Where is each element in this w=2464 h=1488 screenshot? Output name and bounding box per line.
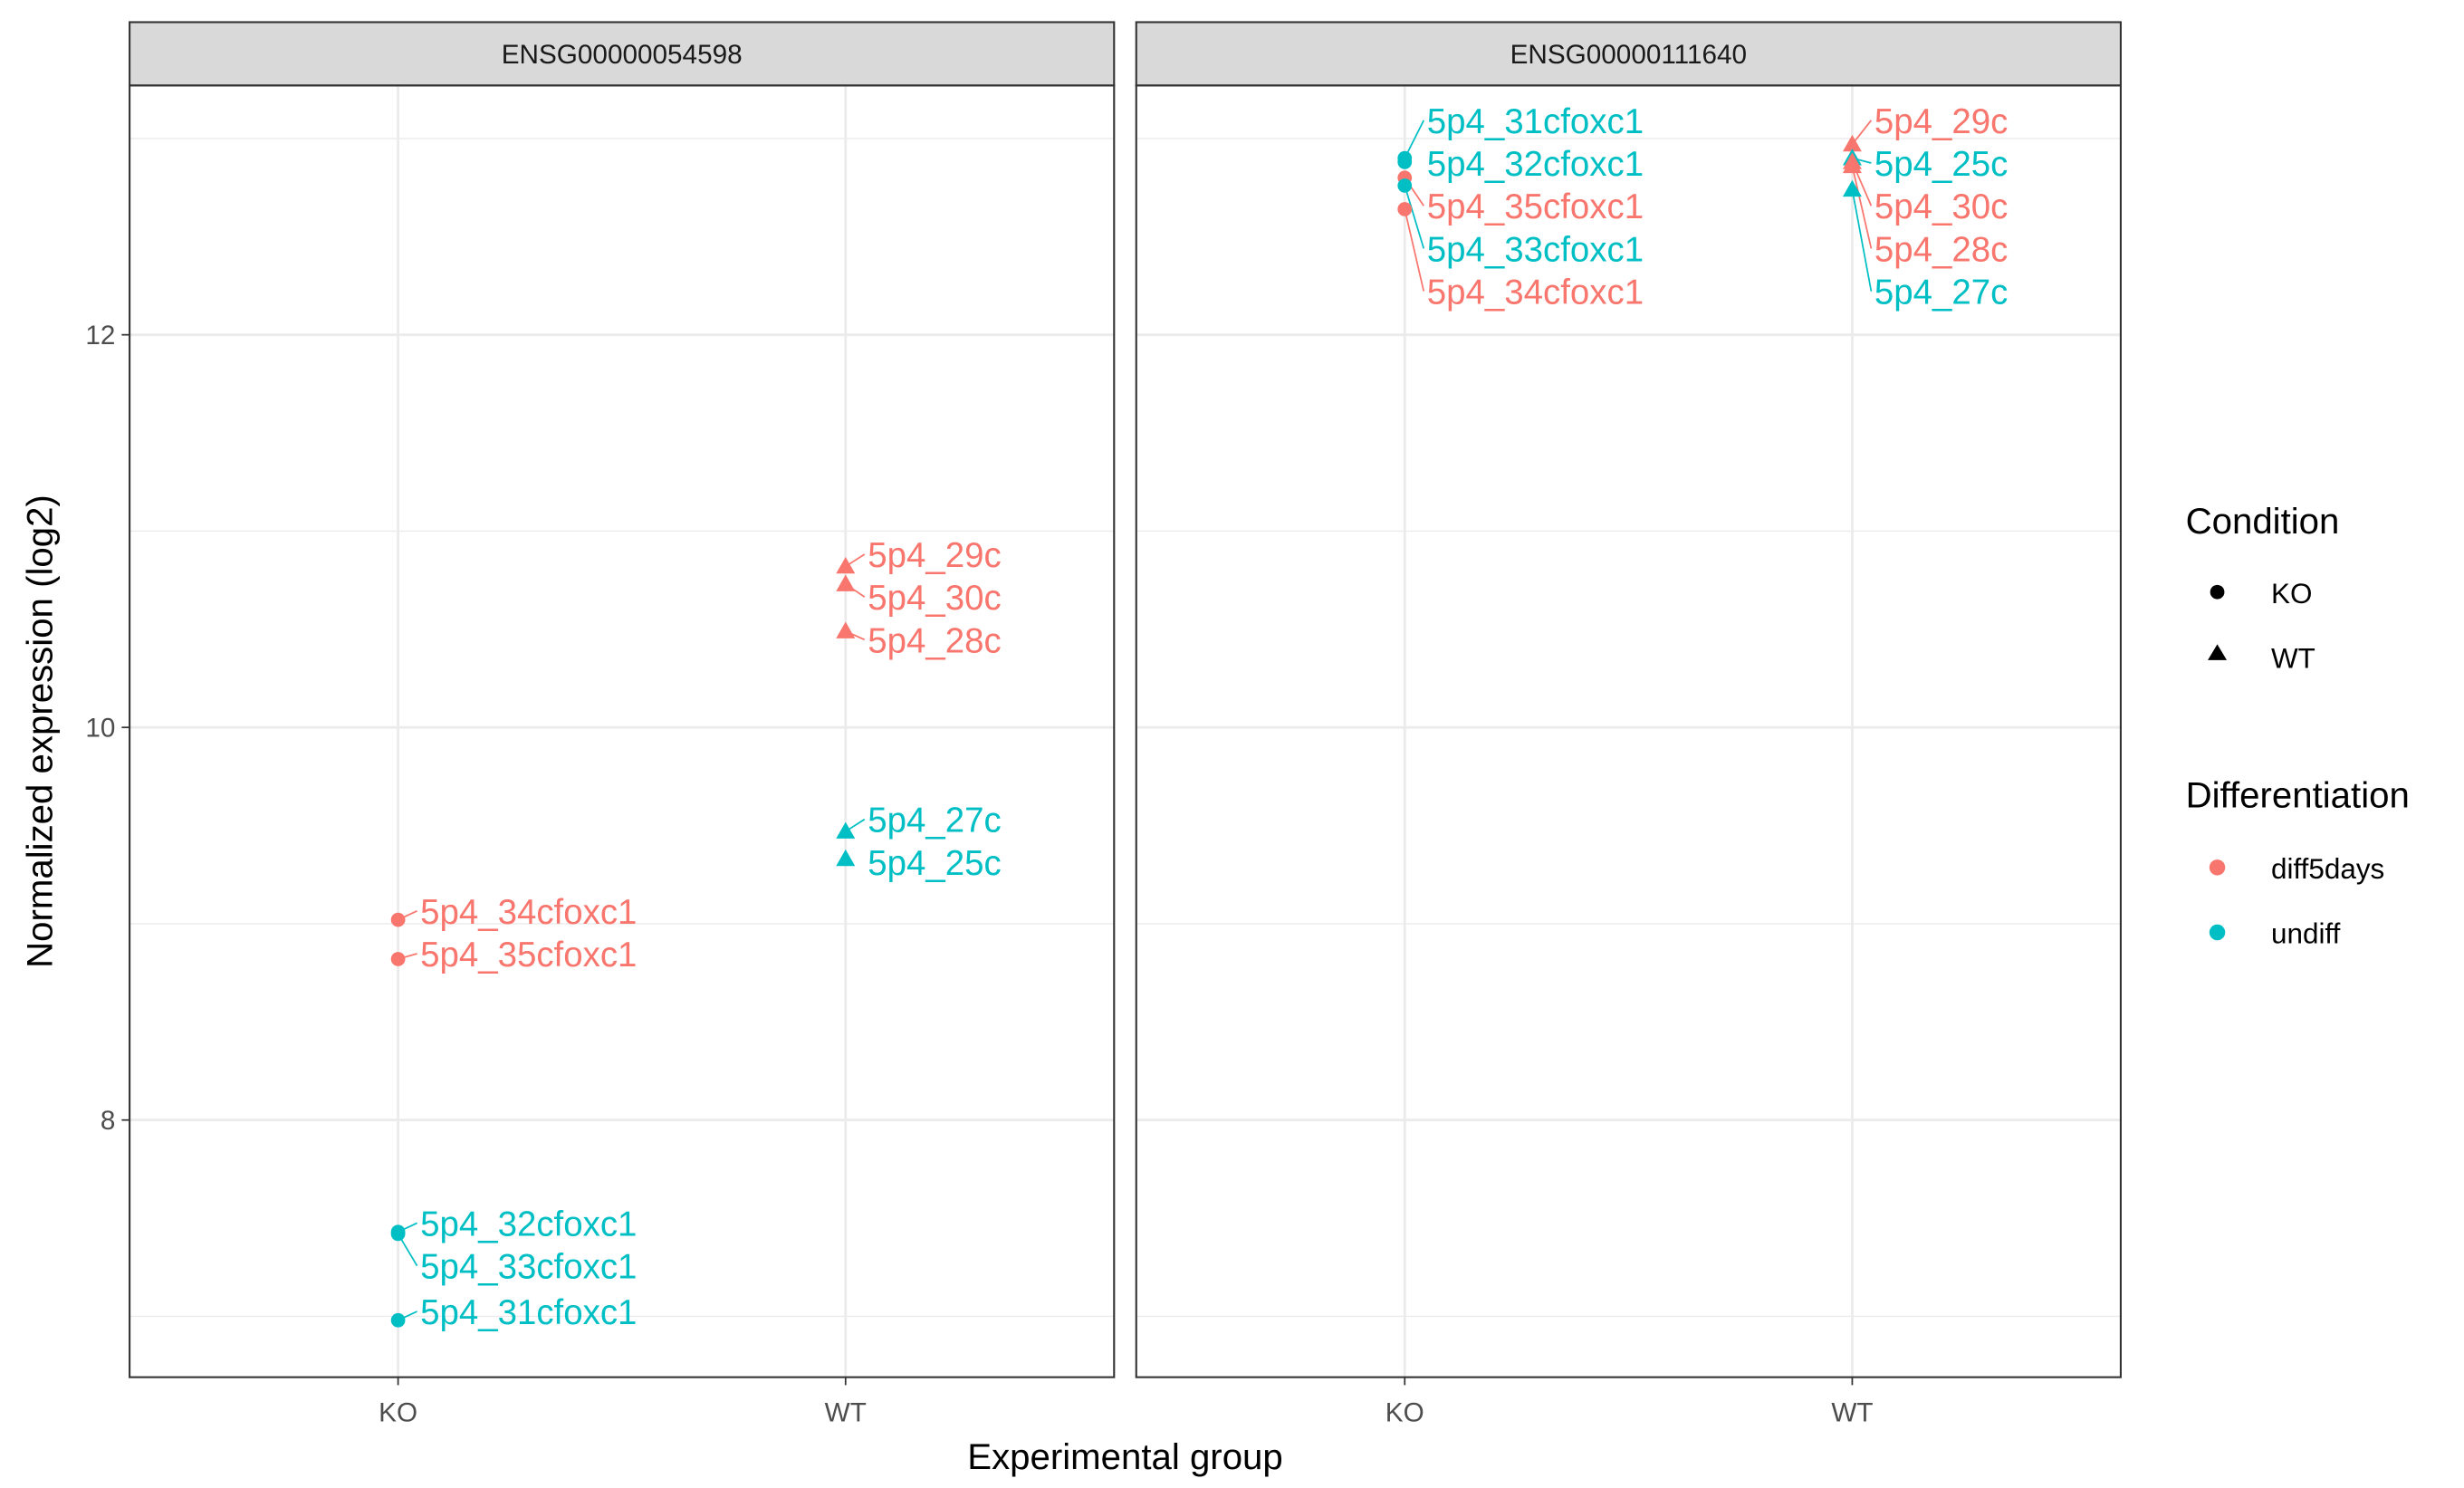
legend-key-wt-triangle-icon xyxy=(2208,644,2228,660)
legend-key-diff5days-icon xyxy=(2209,859,2226,876)
legend-title-differentiation: Differentiation xyxy=(2186,774,2410,815)
data-point-label: 5p4_31cfoxc1 xyxy=(420,1293,637,1332)
data-point-circle xyxy=(1397,155,1413,169)
facet-strip xyxy=(1135,21,2122,87)
legend-label-wt: WT xyxy=(2271,643,2315,675)
x-tick-label: WT xyxy=(825,1398,867,1428)
data-point-circle xyxy=(390,912,406,927)
data-point-label: 5p4_34cfoxc1 xyxy=(420,893,637,932)
legend: Condition KO WT Differentiation diff5day… xyxy=(2186,501,2410,950)
data-point-triangle xyxy=(1842,156,1862,174)
label-leader-line xyxy=(1851,120,1873,145)
panel-border xyxy=(129,84,1116,1378)
data-point-label: 5p4_29c xyxy=(1874,102,2008,141)
data-point-triangle xyxy=(836,821,856,839)
data-point-label: 5p4_30c xyxy=(868,579,1001,618)
x-tick-label: WT xyxy=(1831,1398,1873,1428)
data-point-label: 5p4_25c xyxy=(868,844,1001,883)
data-point-triangle xyxy=(836,849,856,867)
facet-strip xyxy=(129,21,1116,87)
data-point-circle xyxy=(390,1226,406,1242)
legend-label-diff5days: diff5days xyxy=(2271,853,2384,885)
data-point-label: 5p4_33cfoxc1 xyxy=(1427,230,1644,269)
data-point-label: 5p4_33cfoxc1 xyxy=(420,1248,637,1287)
data-point-label: 5p4_35cfoxc1 xyxy=(1427,187,1644,226)
data-point-label: 5p4_27c xyxy=(868,802,1001,840)
x-axis-title: Experimental group xyxy=(967,1436,1282,1477)
panel-background xyxy=(129,85,1115,1378)
x-tick-label: KO xyxy=(379,1398,417,1428)
data-point-label: 5p4_32cfoxc1 xyxy=(420,1205,637,1243)
data-point-circle xyxy=(1397,178,1413,193)
data-point-label: 5p4_30c xyxy=(1874,187,2008,226)
facet-title: ENSG00000054598 xyxy=(502,40,743,70)
data-point-triangle xyxy=(836,556,856,574)
data-point-label: 5p4_32cfoxc1 xyxy=(1427,145,1644,184)
legend-label-undiff: undiff xyxy=(2271,918,2341,950)
y-axis-title: Normalized expression (log2) xyxy=(19,494,60,968)
data-point-label: 5p4_28c xyxy=(868,621,1001,660)
panel-background xyxy=(1136,85,2121,1378)
legend-key-undiff-icon xyxy=(2209,924,2226,941)
label-leader-line xyxy=(1404,185,1425,249)
x-tick-label: KO xyxy=(1385,1398,1424,1428)
y-tick-label: 10 xyxy=(85,714,115,744)
data-point-circle xyxy=(1397,202,1413,216)
data-point-label: 5p4_27c xyxy=(1874,274,2008,312)
y-tick-label: 8 xyxy=(101,1106,116,1136)
data-point-label: 5p4_25c xyxy=(1874,145,2008,184)
panel-border xyxy=(1135,84,2122,1378)
data-point-label: 5p4_28c xyxy=(1874,230,2008,269)
data-point-triangle xyxy=(1842,134,1862,152)
data-point-triangle xyxy=(836,574,856,591)
data-point-circle xyxy=(390,952,406,966)
data-point-label: 5p4_34cfoxc1 xyxy=(1427,274,1644,312)
label-leader-line xyxy=(1851,189,1873,292)
data-point-label: 5p4_35cfoxc1 xyxy=(420,936,637,974)
data-point-triangle xyxy=(836,621,856,638)
label-leader-line xyxy=(1851,166,1873,249)
y-tick-label: 12 xyxy=(85,321,115,350)
facet-panel: KO WT ENSG00000111640 5p4_31cfoxc1 5p4_32cfo… xyxy=(1135,21,2122,1428)
legend-key-ko-circle-icon xyxy=(2210,584,2225,600)
facet-title: ENSG00000111640 xyxy=(1510,40,1747,70)
data-point-circle xyxy=(390,1312,406,1328)
label-leader-line xyxy=(1404,208,1425,292)
data-point-label: 5p4_31cfoxc1 xyxy=(1427,102,1644,141)
facet-panel: KO WT ENSG00000054598 8 10 12 5p4_34cfoxc1 5p4_… xyxy=(85,21,1116,1428)
legend-label-ko: KO xyxy=(2271,578,2312,610)
data-point-triangle xyxy=(1842,179,1862,197)
data-point-label: 5p4_29c xyxy=(868,536,1001,575)
legend-title-condition: Condition xyxy=(2186,501,2340,542)
